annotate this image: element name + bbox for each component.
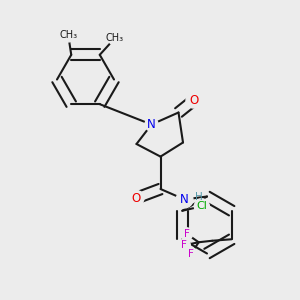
Text: O: O	[189, 94, 198, 107]
Circle shape	[181, 228, 193, 240]
Text: H: H	[195, 191, 203, 202]
Circle shape	[176, 191, 193, 208]
Circle shape	[186, 93, 201, 108]
Circle shape	[108, 32, 122, 45]
Text: O: O	[132, 191, 141, 205]
Text: Cl: Cl	[196, 201, 207, 211]
Circle shape	[129, 190, 144, 206]
Text: CH₃: CH₃	[59, 30, 77, 40]
Text: F: F	[188, 249, 194, 259]
Circle shape	[194, 199, 209, 214]
Text: N: N	[147, 118, 156, 131]
Circle shape	[62, 29, 75, 42]
Text: N: N	[180, 193, 189, 206]
Text: CH₃: CH₃	[106, 33, 124, 43]
Circle shape	[178, 239, 190, 251]
Circle shape	[185, 248, 197, 260]
Text: F: F	[184, 229, 190, 239]
Circle shape	[145, 118, 158, 131]
Text: F: F	[181, 240, 187, 250]
